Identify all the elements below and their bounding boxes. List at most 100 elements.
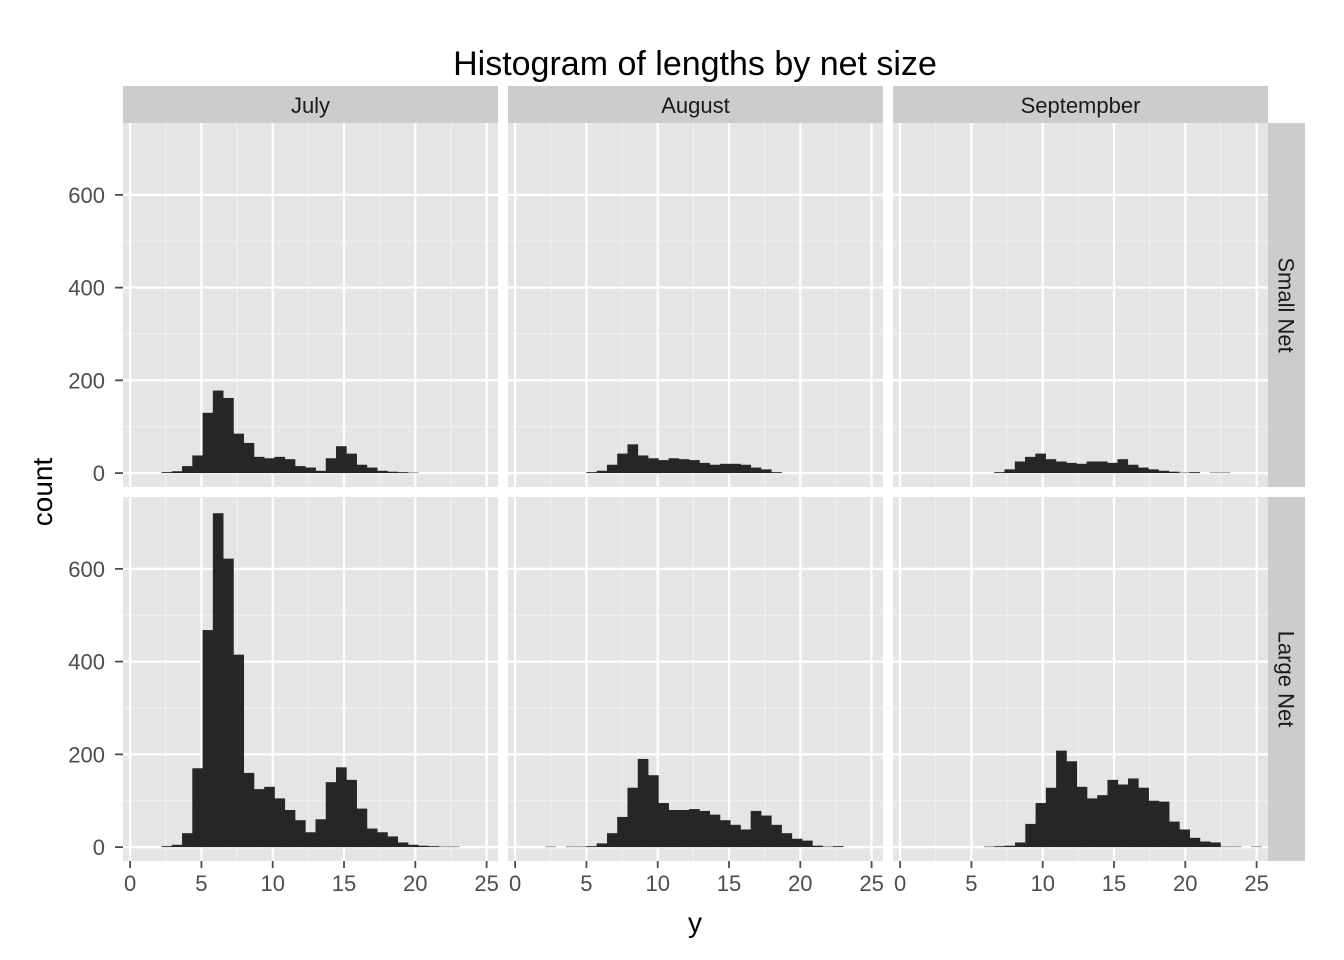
histogram-bar xyxy=(356,808,368,848)
histogram-bar xyxy=(606,833,618,848)
histogram-panel xyxy=(994,453,1231,474)
histogram-bar xyxy=(1086,798,1098,848)
histogram-bar xyxy=(1179,829,1190,848)
histogram-bar xyxy=(1137,467,1149,474)
x-tick-label: 5 xyxy=(965,871,977,896)
histogram-bar xyxy=(1189,472,1200,474)
histogram-panel xyxy=(161,390,419,474)
histogram-bar xyxy=(1117,784,1129,848)
y-tick-label: 600 xyxy=(68,183,105,208)
row-strip-label: Small Net xyxy=(1274,257,1299,352)
histogram-bar xyxy=(305,832,316,848)
histogram-bar xyxy=(202,412,214,474)
histogram-bar xyxy=(1210,842,1221,848)
chart-title: Histogram of lengths by net size xyxy=(453,45,937,83)
histogram-bar xyxy=(1076,786,1088,848)
x-tick-label: 0 xyxy=(894,871,906,896)
y-axis-title: count xyxy=(27,458,58,527)
histogram-bar xyxy=(648,458,659,474)
histogram-bar xyxy=(760,815,772,848)
histogram-bar xyxy=(1199,841,1211,848)
histogram-bar xyxy=(171,844,183,848)
histogram-bar xyxy=(1097,795,1108,848)
y-tick-label: 600 xyxy=(68,557,105,582)
histogram-bar xyxy=(627,787,639,848)
histogram-bar xyxy=(771,472,782,474)
histogram-bar xyxy=(668,458,680,474)
panel-background xyxy=(508,497,883,861)
histogram-bar xyxy=(1148,800,1160,848)
histogram-bar xyxy=(294,466,306,474)
histogram-bar xyxy=(284,459,296,474)
x-tick-label: 10 xyxy=(645,871,669,896)
y-tick-label: 0 xyxy=(93,835,105,860)
histogram-bar xyxy=(346,779,357,848)
histogram-bar xyxy=(428,846,440,848)
histogram-bar xyxy=(1127,778,1139,848)
histogram-bar xyxy=(617,453,628,474)
histogram-bar xyxy=(182,833,193,848)
histogram-bar xyxy=(397,472,409,474)
histogram-bar xyxy=(740,464,752,474)
histogram-bar xyxy=(387,836,399,848)
histogram-bar xyxy=(1056,750,1067,848)
histogram-bar xyxy=(1025,456,1036,474)
histogram-bar xyxy=(274,456,286,474)
histogram-bar xyxy=(994,472,1005,474)
histogram-bar xyxy=(586,846,598,848)
histogram-bar xyxy=(1015,842,1026,848)
histogram-bar xyxy=(586,472,598,474)
histogram-bar xyxy=(387,471,399,474)
histogram-bar xyxy=(264,786,275,848)
histogram-bar xyxy=(771,824,782,848)
histogram-bar xyxy=(617,816,628,848)
x-tick-label: 0 xyxy=(509,871,521,896)
column-strip-label: Septempber xyxy=(1021,93,1141,118)
histogram-bar xyxy=(812,845,823,848)
histogram-bar xyxy=(377,470,388,474)
histogram-bar xyxy=(1066,462,1077,474)
x-tick-label: 20 xyxy=(403,871,427,896)
histogram-bar xyxy=(1148,469,1159,474)
histogram-bar xyxy=(243,442,255,474)
histogram-bar xyxy=(709,814,721,848)
histogram-bar xyxy=(1107,462,1118,474)
y-tick-label: 200 xyxy=(68,742,105,767)
histogram-bar xyxy=(994,846,1006,848)
x-tick-label: 15 xyxy=(332,871,356,896)
column-strip-label: August xyxy=(661,93,730,118)
x-tick-label: 25 xyxy=(474,871,498,896)
histogram-bar xyxy=(161,472,173,474)
histogram-bar xyxy=(678,809,690,848)
histogram-bar xyxy=(346,453,357,474)
histogram-bar xyxy=(596,843,608,848)
histogram-panel xyxy=(545,758,844,848)
histogram-bar xyxy=(336,767,347,848)
panel-background xyxy=(123,497,498,861)
histogram-bar xyxy=(264,458,275,474)
row-strip-label: Large Net xyxy=(1274,631,1299,728)
histogram-bar xyxy=(740,829,752,848)
x-axis-title: y xyxy=(688,907,702,938)
histogram-bar xyxy=(356,464,368,474)
column-strip xyxy=(893,86,1268,123)
histogram-panel xyxy=(161,513,460,848)
x-tick-label: 15 xyxy=(717,871,741,896)
column-strip xyxy=(123,86,498,123)
histogram-bar xyxy=(407,844,419,848)
histogram-bar xyxy=(1107,779,1119,848)
histogram-bar xyxy=(689,809,700,848)
histogram-bar xyxy=(243,772,255,848)
y-tick-label: 0 xyxy=(93,461,105,486)
histogram-bar xyxy=(1045,787,1057,848)
x-tick-label: 25 xyxy=(859,871,883,896)
histogram-bar xyxy=(212,390,224,474)
histogram-bar xyxy=(325,782,337,848)
histogram-bar xyxy=(699,810,711,848)
y-tick-label: 200 xyxy=(68,368,105,393)
histogram-bar xyxy=(689,460,700,474)
histogram-bar xyxy=(802,840,813,848)
histogram-bar xyxy=(596,470,608,474)
histogram-bar xyxy=(233,433,245,474)
